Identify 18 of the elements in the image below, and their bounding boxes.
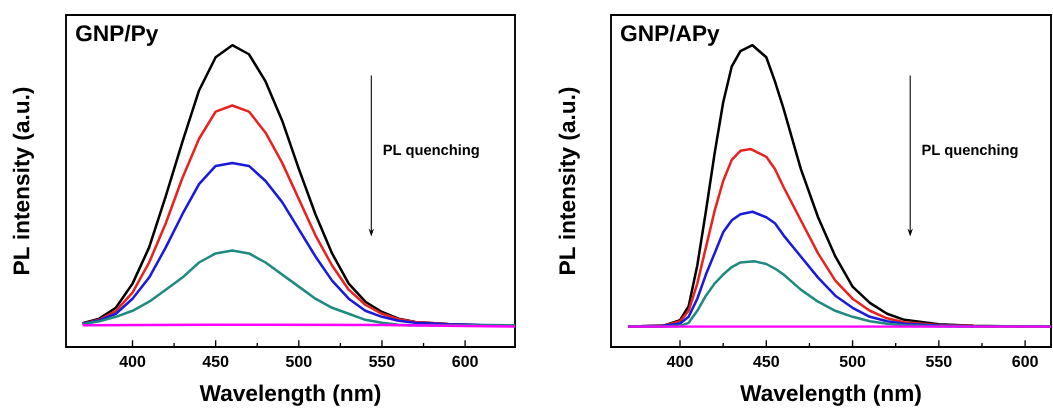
chart-title: GNP/Py bbox=[76, 24, 159, 46]
x-tick-label: 500 bbox=[839, 355, 866, 368]
x-tick-label: 600 bbox=[452, 355, 478, 368]
y-axis-title: PL intensity (a.u.) bbox=[12, 87, 34, 274]
chart-title: GNP/APy bbox=[621, 24, 720, 46]
x-tick-label: 500 bbox=[285, 355, 312, 368]
x-tick-label: 400 bbox=[666, 355, 693, 368]
x-tick-label: 550 bbox=[369, 355, 395, 368]
x-axis-title: Wavelength (nm) bbox=[740, 384, 921, 406]
x-tick-label: 400 bbox=[119, 355, 146, 368]
annotation: PL quenching bbox=[383, 144, 479, 158]
annotation: PL quenching bbox=[922, 144, 1018, 158]
y-axis-title: PL intensity (a.u.) bbox=[558, 87, 580, 274]
x-tick-label: 600 bbox=[1012, 355, 1038, 368]
x-tick-label: 450 bbox=[202, 355, 229, 368]
x-axis-title: Wavelength (nm) bbox=[199, 384, 381, 406]
x-tick-label: 550 bbox=[926, 355, 952, 368]
x-tick-label: 450 bbox=[753, 355, 779, 368]
